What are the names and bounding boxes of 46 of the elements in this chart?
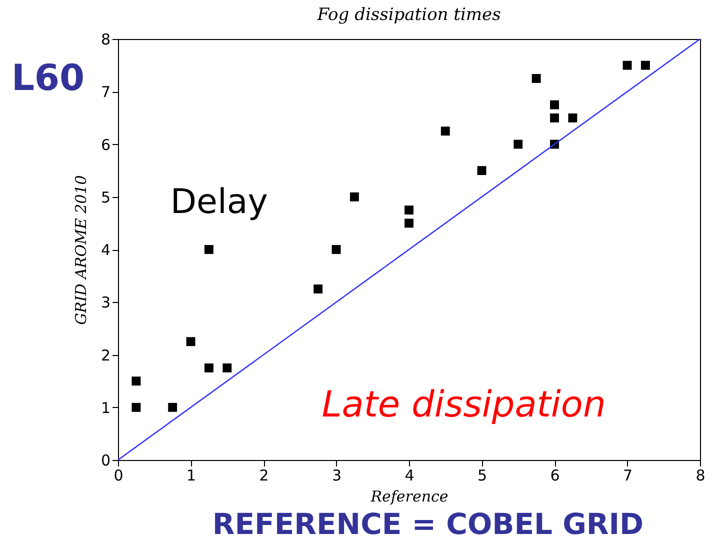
y-tick-label: 7	[100, 83, 110, 102]
point	[404, 206, 414, 215]
y-tick-label: 8	[100, 30, 110, 48]
point	[622, 60, 632, 70]
y-tick-label: 2	[100, 346, 110, 364]
point	[640, 60, 650, 70]
y-tick-label: 4	[100, 241, 110, 259]
y-tick-label: 1	[100, 398, 110, 417]
point	[222, 363, 232, 372]
point	[404, 218, 414, 228]
text: L60	[11, 58, 85, 99]
point	[314, 284, 323, 294]
x-tick-label: 3	[332, 466, 342, 484]
point	[168, 402, 178, 412]
x-tick-label: 5	[477, 466, 488, 484]
point	[477, 166, 486, 176]
point	[514, 140, 523, 149]
annotation: Delay	[170, 182, 268, 222]
point	[532, 74, 541, 83]
point	[550, 100, 559, 110]
y-tick-label: 3	[100, 294, 110, 312]
point	[132, 376, 141, 386]
x-tick-label: 8	[696, 466, 706, 484]
x-tick-label: 2	[259, 466, 269, 484]
x-tick-label: 4	[404, 466, 414, 484]
y-tick-label: 6	[100, 136, 110, 154]
x-tick-label: 0	[114, 466, 124, 484]
y-axis-title: GRID AROME 2010	[72, 174, 90, 325]
point	[550, 113, 559, 122]
annotation: Late dissipation	[322, 384, 606, 426]
point	[332, 245, 341, 254]
point	[204, 363, 214, 372]
point	[350, 192, 359, 202]
chart-title: Fog dissipation times	[316, 5, 502, 25]
text: REFERENCE = COBEL GRID	[212, 507, 644, 540]
point	[204, 245, 214, 254]
point	[186, 337, 196, 346]
y-tick-label: 0	[100, 452, 110, 470]
x-tick-label: 6	[550, 466, 560, 484]
point	[132, 402, 141, 412]
point	[440, 126, 450, 136]
y-tick-label: 5	[100, 188, 110, 206]
x-tick-label: 1	[186, 466, 196, 484]
x-axis-title: Reference	[370, 488, 448, 506]
x-tick-label: 7	[622, 466, 633, 484]
point	[568, 113, 578, 122]
